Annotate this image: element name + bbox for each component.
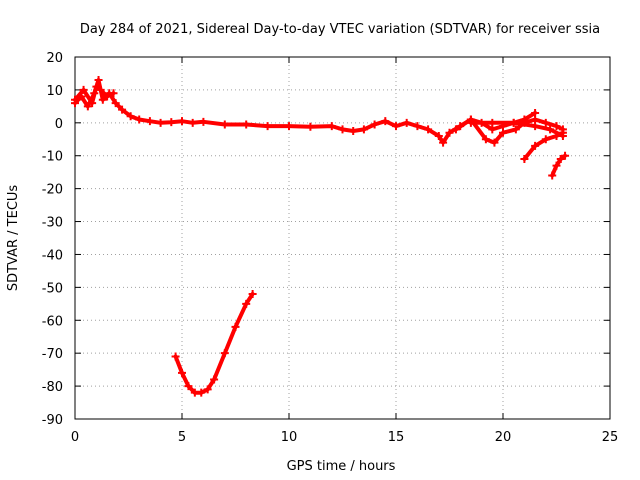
data-point [511,125,520,134]
data-point [359,125,368,134]
series-line-main [73,78,538,145]
data-point [156,118,165,127]
data-point [531,122,540,131]
data-point [83,102,92,111]
y-tick-label: -60 [42,314,63,329]
y-tick-label: -10 [42,150,63,165]
data-point [96,85,105,94]
x-tick-label: 0 [71,430,79,445]
data-point [488,118,497,127]
y-tick-label: -20 [42,183,63,198]
data-point [103,92,112,101]
data-point [220,120,229,129]
data-point [285,122,293,131]
data-point [466,118,475,127]
data-point [203,385,212,394]
y-tick-label: 10 [46,84,63,99]
data-point [370,120,379,129]
chart-title: Day 284 of 2021, Sidereal Day-to-day VTE… [80,22,600,37]
data-point [552,161,561,170]
data-point [178,368,186,377]
data-point [541,135,550,144]
y-tick-label: -70 [42,347,63,362]
data-series [71,76,570,397]
data-point [197,388,206,397]
data-point [178,117,186,126]
grid [75,57,610,419]
data-point [98,95,107,104]
data-point [424,125,433,134]
data-point [94,76,103,85]
x-tick-label: 10 [281,430,298,445]
data-point [145,117,154,126]
data-point [88,99,97,108]
data-point [561,151,570,160]
data-point [445,128,454,137]
data-point [167,118,176,127]
data-point [188,118,197,127]
data-point [92,82,101,91]
data-point [118,105,127,114]
data-point [552,131,561,140]
data-point [306,122,315,131]
data-point [546,125,555,134]
data-point [548,171,557,180]
y-tick-label: -40 [42,248,63,263]
y-tick-label: -50 [42,281,63,296]
data-point [220,349,229,358]
data-point [439,138,448,147]
data-point [402,118,411,127]
axis-ticks: 20 10 0 -10 -20 -30 -40 -50 -60 -70 -80 -90 0 5 10 15 20… [42,51,619,445]
x-tick-label: 15 [388,430,405,445]
data-point [558,128,567,137]
data-point [210,375,219,384]
data-point [135,115,144,124]
data-point [171,352,180,361]
y-tick-label: -80 [42,380,63,395]
data-point [79,85,88,94]
data-point [109,89,118,98]
data-point [248,289,257,298]
data-point [126,112,135,121]
data-point [184,382,193,391]
data-point [451,125,460,134]
y-axis-label: SDTVAR / TECUs [6,185,21,292]
x-tick-label: 25 [602,430,619,445]
x-tick-label: 5 [178,430,186,445]
data-point [327,122,336,131]
x-axis-label: GPS time / hours [287,459,396,474]
series-line-late-branch-d [550,153,568,178]
data-point [413,122,422,131]
data-point [242,120,251,129]
data-point [231,322,240,331]
data-point [541,118,550,127]
data-point [490,138,499,147]
y-tick-label: 20 [46,51,63,66]
data-point [199,117,208,126]
data-point [263,122,272,131]
data-point [481,135,490,144]
data-point [349,127,358,136]
data-point [242,299,251,308]
plot-area-frame [74,56,611,420]
data-point [392,122,400,131]
data-point [520,155,529,164]
y-tick-label: -90 [42,413,63,428]
data-point [499,128,507,137]
data-point [556,155,565,164]
data-point [111,99,120,108]
y-tick-label: 0 [55,117,63,132]
data-point [434,131,443,140]
x-tick-label: 20 [495,430,512,445]
data-point [552,122,561,131]
y-tick-label: -30 [42,216,63,231]
data-point [71,95,79,104]
data-point [381,117,390,126]
data-point [509,118,518,127]
data-point [531,141,540,150]
data-point [338,125,347,134]
